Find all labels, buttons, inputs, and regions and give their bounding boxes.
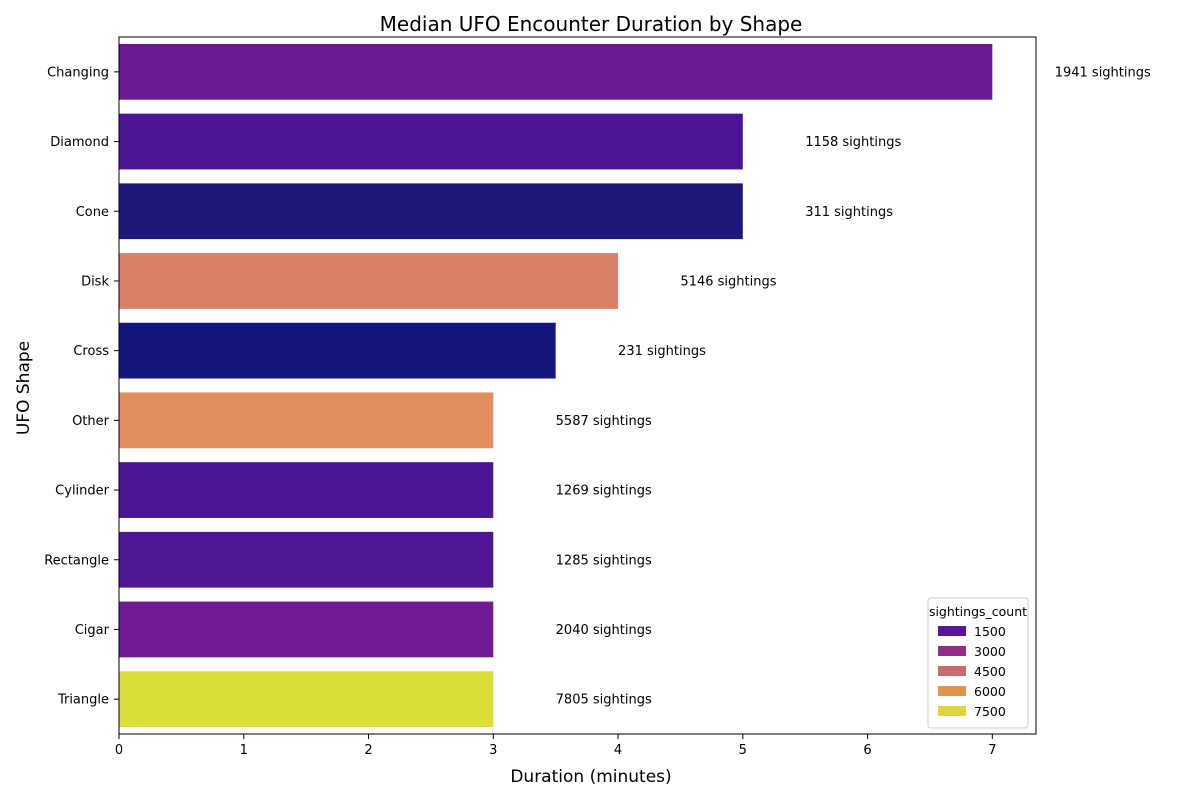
legend-swatch [938,646,966,656]
x-axis: 0 1 2 3 4 5 6 7 [115,734,996,758]
legend-title: sightings_count [929,604,1027,619]
legend-swatch [938,666,966,676]
bar-disk [119,253,619,309]
annotation-cigar: 2040 sightings [556,623,652,638]
plot-frame [118,36,1037,735]
bar-triangle [119,671,494,728]
y-axis: Changing Diamond Cone Disk Cross Other Cylinde… [44,65,119,708]
x-tick-label: 4 [614,743,622,758]
x-tick-label: 7 [988,743,996,758]
annotation-disk: 5146 sightings [680,274,776,289]
bar-other [119,392,494,449]
legend: sightings_count 1500 3000 4500 6000 7500 [927,597,1029,729]
bar-cylinder [119,462,494,518]
y-tick-label: Triangle [57,693,109,708]
y-tick-label: Other [72,414,110,429]
annotations: 1941 sightings 1158 sightings 311 sighting… [556,65,1151,707]
annotation-rectangle: 1285 sightings [556,553,652,568]
y-tick-label: Rectangle [44,553,109,568]
chart-title: Median UFO Encounter Duration by Shape [380,12,803,36]
y-tick-label: Changing [47,65,109,80]
legend-label: 4500 [974,664,1006,679]
legend-items: 1500 3000 4500 6000 7500 [938,624,1006,719]
y-tick-label: Cylinder [55,484,109,499]
x-tick-label: 1 [240,743,248,758]
annotation-diamond: 1158 sightings [805,135,901,150]
bar-cone [119,183,743,240]
y-axis-label: UFO Shape [14,341,34,435]
annotation-triangle: 7805 sightings [556,693,652,708]
legend-label: 1500 [974,624,1006,639]
annotation-changing: 1941 sightings [1055,65,1151,80]
annotation-cross: 231 sightings [618,344,706,359]
x-tick-label: 3 [489,743,497,758]
annotation-other: 5587 sightings [556,414,652,429]
x-tick-label: 0 [115,743,123,758]
legend-label: 3000 [974,644,1006,659]
y-tick-label: Diamond [50,135,109,150]
legend-swatch [938,686,966,696]
annotation-cylinder: 1269 sightings [556,484,652,499]
x-tick-label: 6 [863,743,871,758]
x-tick-label: 2 [364,743,372,758]
bars-layer [119,43,993,728]
x-axis-label: Duration (minutes) [510,767,671,787]
legend-swatch [938,626,966,636]
legend-label: 6000 [974,684,1006,699]
x-tick-label: 5 [739,743,747,758]
bar-cross [119,322,556,379]
legend-label: 7500 [974,704,1006,719]
annotation-cone: 311 sightings [805,205,893,220]
bar-diamond [119,113,743,170]
y-tick-label: Cigar [75,623,110,638]
y-tick-label: Cone [76,205,109,220]
y-tick-label: Cross [73,344,109,359]
bar-cigar [119,601,494,658]
bar-rectangle [119,531,494,588]
y-tick-label: Disk [81,274,109,289]
bar-changing [119,43,993,100]
legend-swatch [938,706,966,716]
